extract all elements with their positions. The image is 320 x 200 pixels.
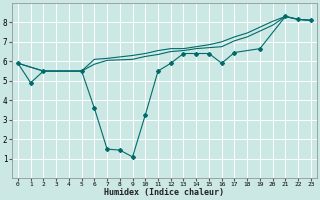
X-axis label: Humidex (Indice chaleur): Humidex (Indice chaleur) [104,188,224,197]
